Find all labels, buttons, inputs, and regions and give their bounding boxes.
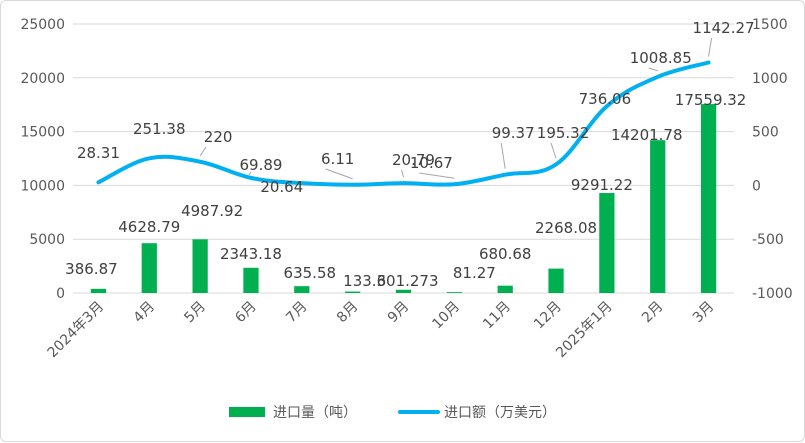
leader-line: [248, 171, 252, 176]
bar-data-label: 2268.08: [535, 219, 597, 237]
bar-data-label: 17559.32: [675, 91, 747, 109]
right-axis-tick-label: -1000: [752, 286, 793, 302]
bar: [90, 288, 107, 293]
bar: [599, 193, 615, 293]
bar: [497, 285, 513, 293]
line-data-label: 20.64: [260, 178, 303, 196]
left-axis-tick-label: 15000: [20, 125, 65, 141]
x-axis-tick-label: 3月: [690, 299, 718, 327]
gridlines: [73, 23, 734, 294]
bar: [192, 239, 208, 293]
leader-line: [401, 169, 404, 178]
line-path: [96, 60, 711, 187]
bar-data-label: 133.6: [343, 272, 386, 290]
right-axis-tick-label: 0: [752, 178, 761, 194]
bar: [345, 291, 361, 293]
line-data-label: 195.32: [537, 124, 590, 142]
x-axis-tick-label: 4月: [131, 299, 159, 327]
leader-line: [500, 142, 506, 169]
bar-series: [90, 104, 717, 294]
bar-data-label: 2343.18: [220, 245, 282, 263]
bar-data-label: 386.87: [65, 260, 118, 278]
x-axis-tick-label: 8月: [334, 299, 362, 327]
right-axis-ticks: -1000 -500 0 500 1000 1500: [752, 17, 793, 302]
bar-data-label: 301.273: [376, 272, 438, 290]
line-data-label: 10.67: [410, 154, 453, 172]
bar-data-label: 81.27: [453, 264, 496, 282]
line-data-label: 736.06: [579, 90, 632, 108]
leader-line: [325, 168, 353, 180]
left-axis-tick-label: 0: [56, 286, 65, 302]
left-axis-tick-label: 5000: [29, 232, 65, 248]
right-axis-tick-label: 1000: [752, 71, 788, 87]
left-axis-tick-label: 20000: [20, 71, 65, 87]
line-data-label: 6.11: [321, 150, 354, 168]
x-axis-tick-label: 6月: [232, 299, 260, 327]
bar: [395, 289, 412, 293]
bar: [141, 243, 157, 293]
line-data-label: 220: [204, 128, 233, 146]
leader-line: [550, 142, 557, 159]
x-axis-tick-label: 9月: [385, 299, 413, 327]
bar: [243, 267, 259, 293]
bar-data-label: 4628.79: [118, 218, 180, 236]
line-data-label: 1008.85: [630, 49, 692, 67]
line-data-label: 1142.27: [693, 19, 755, 37]
x-axis-tick-label: 12月: [531, 299, 565, 333]
line-data-label: 251.38: [133, 120, 186, 138]
bar: [294, 286, 310, 293]
line-data-label: 28.31: [77, 144, 120, 162]
x-axis-tick-label: 7月: [283, 299, 311, 327]
line-data-label: 69.89: [239, 156, 282, 174]
bar: [548, 268, 564, 293]
x-axis-tick-label: 2024年3月: [45, 299, 108, 362]
x-axis-tick-label: 5月: [181, 299, 209, 327]
bar-data-label: 635.58: [284, 264, 337, 282]
right-axis-tick-label: 1500: [752, 17, 788, 33]
bar-data-label: 14201.78: [611, 126, 683, 144]
bar: [446, 292, 462, 293]
line-series: [96, 60, 711, 187]
line-data-label: 20.79: [392, 151, 435, 169]
legend: 进口量（吨） 进口额（万美元）: [229, 405, 556, 421]
right-axis-tick-label: 500: [752, 125, 779, 141]
bar: [650, 140, 666, 293]
leader-line: [648, 67, 658, 72]
legend-label-line: 进口额（万美元）: [444, 405, 556, 421]
left-axis-tick-label: 25000: [20, 17, 65, 33]
bar-data-label: 9291.22: [571, 176, 633, 194]
bar-data-label: 680.68: [479, 245, 532, 263]
left-axis-ticks: 0 5000 10000 15000 20000 25000: [20, 17, 65, 302]
line-data-label: 99.37: [492, 124, 535, 142]
x-axis-tick-label: 11月: [480, 299, 514, 333]
x-axis-tick-label: 2月: [639, 299, 667, 327]
right-axis-tick-label: -500: [752, 232, 784, 248]
leader-line: [199, 146, 207, 157]
legend-swatch-bar: [229, 407, 265, 417]
legend-label-bar: 进口量（吨）: [273, 405, 357, 421]
bar: [700, 104, 717, 294]
leader-line: [708, 37, 713, 57]
left-axis-tick-label: 10000: [20, 178, 65, 194]
leader-line: [419, 172, 455, 179]
x-axis-tick-label: 10月: [429, 299, 463, 333]
bar-data-label: 4987.92: [181, 202, 243, 220]
